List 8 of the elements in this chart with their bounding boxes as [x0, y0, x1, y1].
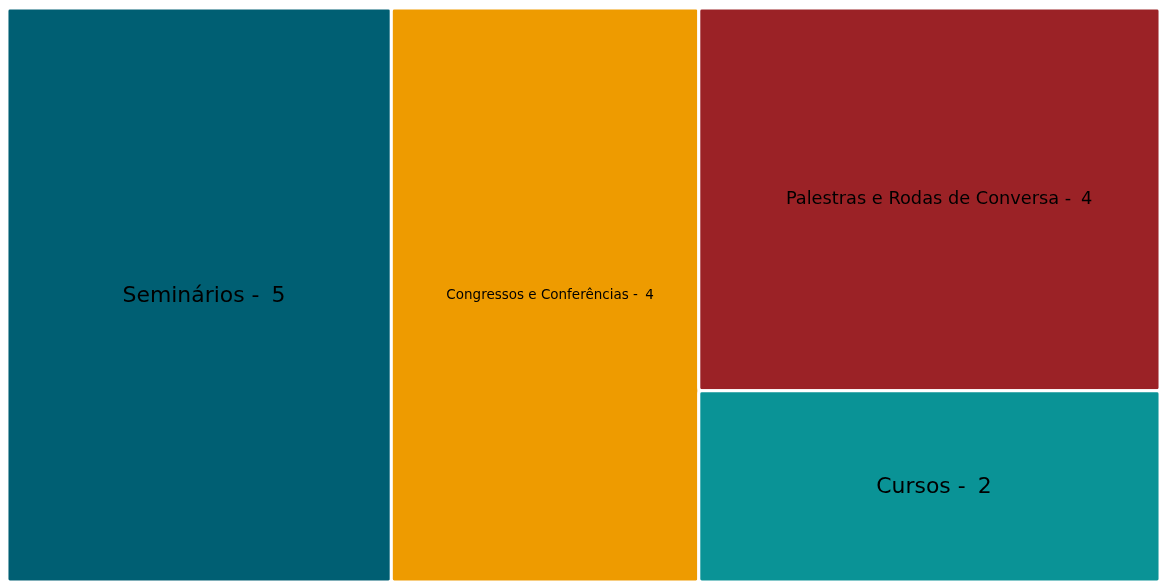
- category-label: Cursos -: [876, 473, 966, 499]
- category-label: Seminários -: [122, 281, 260, 307]
- data-label: 4: [645, 285, 654, 302]
- data-label: 4: [1081, 187, 1093, 209]
- data-label: 5: [271, 281, 286, 307]
- category-label: Palestras e Rodas de Conversa -: [785, 187, 1072, 209]
- data-label: 2: [977, 473, 992, 499]
- category-label: Congressos e Conferências -: [446, 285, 638, 302]
